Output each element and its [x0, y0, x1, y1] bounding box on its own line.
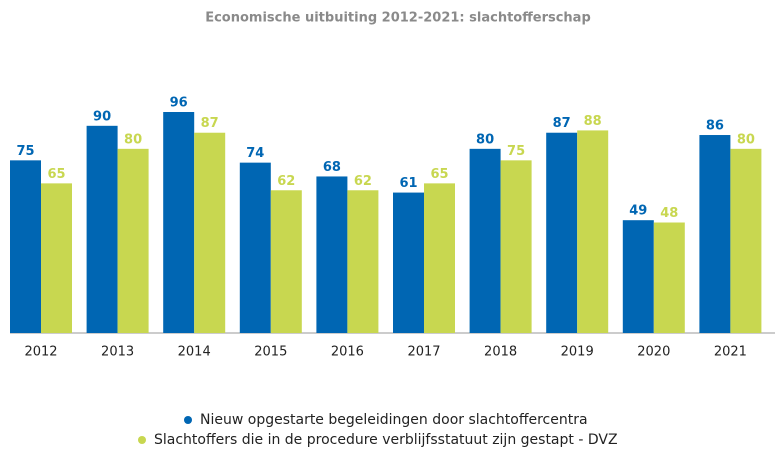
legend-swatch [184, 416, 192, 424]
x-tick-label: 2016 [331, 345, 364, 360]
data-label: 49 [629, 204, 647, 219]
bar [577, 130, 609, 333]
data-label: 65 [47, 167, 65, 182]
x-tick-label: 2020 [637, 345, 670, 360]
legend-label: Slachtoffers die in de procedure verblij… [154, 432, 618, 448]
bar [316, 176, 348, 333]
bar [469, 148, 501, 333]
bar [393, 192, 424, 333]
legend-label: Nieuw opgestarte begeleidingen door slac… [200, 412, 588, 428]
data-label: 62 [354, 174, 372, 189]
bar [699, 135, 731, 333]
data-label: 80 [476, 132, 494, 147]
data-label: 80 [737, 132, 755, 147]
bar [41, 183, 72, 333]
bar [194, 132, 226, 333]
bar [86, 125, 118, 333]
bar [163, 112, 195, 333]
data-label: 75 [16, 144, 34, 159]
data-label: 68 [323, 160, 341, 175]
x-tick-label: 2019 [561, 345, 594, 360]
data-label: 87 [553, 116, 571, 131]
bar [500, 160, 532, 333]
bar [546, 132, 578, 333]
bar [270, 190, 302, 333]
x-tick-label: 2015 [254, 345, 287, 360]
chart-title: Economische uitbuiting 2012-2021: slacht… [205, 11, 591, 26]
data-label: 65 [430, 167, 448, 182]
data-label: 86 [706, 119, 724, 134]
data-label: 88 [584, 114, 602, 129]
bar [730, 148, 762, 333]
data-label: 62 [277, 174, 295, 189]
data-label: 87 [201, 116, 219, 131]
bar [117, 148, 149, 333]
x-tick-label: 2014 [178, 345, 211, 360]
data-label: 80 [124, 132, 142, 147]
x-tick-label: 2012 [24, 345, 57, 360]
x-tick-label: 2017 [407, 345, 440, 360]
bar [239, 162, 271, 333]
x-tick-label: 2018 [484, 345, 517, 360]
bar [622, 220, 654, 333]
data-label: 75 [507, 144, 525, 159]
x-tick-label: 2021 [714, 345, 747, 360]
data-label: 74 [246, 146, 264, 161]
data-label: 48 [660, 206, 678, 221]
data-label: 96 [170, 96, 188, 111]
bar [10, 160, 41, 333]
legend-swatch [138, 436, 146, 444]
x-tick-label: 2013 [101, 345, 134, 360]
data-label: 61 [399, 176, 417, 191]
bar [424, 183, 455, 333]
bar [347, 190, 379, 333]
data-label: 90 [93, 109, 111, 124]
bar [653, 222, 685, 333]
